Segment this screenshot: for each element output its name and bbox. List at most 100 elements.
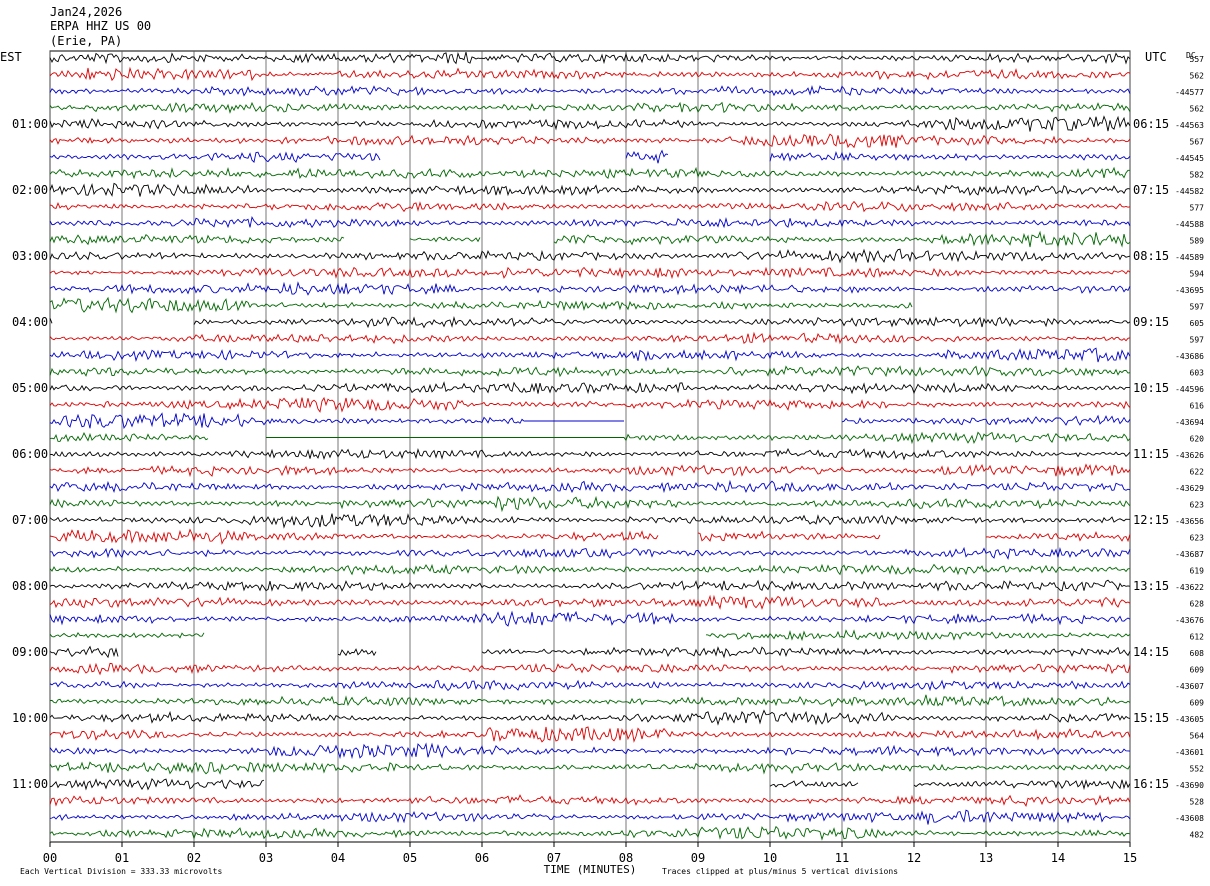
dc-offset-label: -43676 bbox=[1175, 616, 1204, 625]
trace-row-31 bbox=[49, 563, 1131, 576]
trace-row-28 bbox=[49, 513, 1130, 529]
dc-offset-label: -43607 bbox=[1175, 682, 1204, 691]
x-tick-label: 15 bbox=[1123, 851, 1137, 865]
dc-offset-label: 619 bbox=[1190, 567, 1205, 576]
trace-row-27 bbox=[49, 495, 1131, 513]
trace-row-23 bbox=[49, 431, 1131, 445]
trace-row-7 bbox=[49, 166, 1130, 180]
station-code: ERPA HHZ US 00 bbox=[50, 19, 152, 33]
trace-row-26 bbox=[49, 479, 1131, 494]
trace-row-35 bbox=[49, 629, 1131, 642]
trace-row-18 bbox=[49, 347, 1131, 363]
trace-row-43 bbox=[49, 761, 1131, 775]
trace-row-36 bbox=[49, 645, 1131, 659]
dc-offset-label: 623 bbox=[1190, 501, 1205, 510]
x-tick-label: 00 bbox=[43, 851, 57, 865]
x-tick-label: 12 bbox=[907, 851, 921, 865]
dc-offset-label: 609 bbox=[1190, 666, 1205, 675]
right-hour-label: 16:15 bbox=[1133, 777, 1169, 791]
dc-offset-label: 608 bbox=[1190, 649, 1205, 658]
left-hour-label: 10:00 bbox=[12, 711, 48, 725]
trace-row-42 bbox=[49, 742, 1131, 760]
dc-offset-label: -43605 bbox=[1175, 715, 1204, 724]
right-hour-label: 07:15 bbox=[1133, 183, 1169, 197]
dc-offset-label: -43626 bbox=[1175, 451, 1204, 460]
left-hour-label: 03:00 bbox=[12, 249, 48, 263]
trace-row-0 bbox=[49, 51, 1131, 65]
dc-offset-label: 557 bbox=[1190, 55, 1205, 64]
station-location: (Erie, PA) bbox=[50, 34, 123, 48]
trace-row-16 bbox=[49, 315, 1131, 329]
left-hour-label: 06:00 bbox=[12, 447, 48, 461]
dc-offset-label: 597 bbox=[1190, 303, 1205, 312]
right-hour-label: 11:15 bbox=[1133, 447, 1169, 461]
trace-row-11 bbox=[49, 230, 1131, 249]
left-timezone-label: EST bbox=[0, 50, 22, 64]
x-tick-label: 14 bbox=[1051, 851, 1065, 865]
trace-row-10 bbox=[49, 216, 1131, 229]
dc-offset-label: 567 bbox=[1190, 138, 1205, 147]
clip-note: Traces clipped at plus/minus 5 vertical … bbox=[662, 867, 898, 876]
trace-row-4 bbox=[49, 115, 1131, 132]
right-hour-label: 15:15 bbox=[1133, 711, 1169, 725]
dc-offset-label: -43687 bbox=[1175, 550, 1204, 559]
trace-row-25 bbox=[49, 463, 1131, 478]
trace-row-41 bbox=[49, 726, 1131, 743]
dc-offset-label: 589 bbox=[1190, 237, 1205, 246]
dc-offset-label: -43690 bbox=[1175, 781, 1204, 790]
dc-offset-label: -43601 bbox=[1175, 748, 1204, 757]
dc-offset-label: -43695 bbox=[1175, 286, 1204, 295]
dc-offset-label: -43656 bbox=[1175, 517, 1204, 526]
x-tick-label: 01 bbox=[115, 851, 129, 865]
plot-labels: 00 01 02 03 04 05 06 07 08 09 10 11 12 13 14 15 557 562 -4… bbox=[12, 55, 1204, 865]
right-hour-label: 09:15 bbox=[1133, 315, 1169, 329]
x-tick-label: 11 bbox=[835, 851, 849, 865]
trace-row-39 bbox=[49, 694, 1131, 708]
x-tick-label: 10 bbox=[763, 851, 777, 865]
dc-offset-label: 562 bbox=[1190, 105, 1205, 114]
trace-row-45 bbox=[49, 794, 1131, 808]
trace-row-5 bbox=[49, 133, 1131, 149]
dc-offset-label: 582 bbox=[1190, 171, 1205, 180]
trace-row-3 bbox=[49, 101, 1131, 114]
left-hour-label: 08:00 bbox=[12, 579, 48, 593]
seismic-traces bbox=[49, 51, 1131, 841]
trace-row-17 bbox=[49, 331, 1131, 345]
dc-offset-label: -43629 bbox=[1175, 484, 1204, 493]
trace-row-22 bbox=[49, 412, 1131, 430]
trace-row-40 bbox=[49, 709, 1131, 726]
dc-offset-label: -44577 bbox=[1175, 88, 1204, 97]
trace-row-44 bbox=[49, 777, 1131, 791]
x-tick-label: 02 bbox=[187, 851, 201, 865]
trace-row-14 bbox=[49, 281, 1131, 296]
trace-row-37 bbox=[49, 662, 1131, 676]
x-tick-label: 03 bbox=[259, 851, 273, 865]
dc-offset-label: -44596 bbox=[1175, 385, 1204, 394]
right-hour-label: 13:15 bbox=[1133, 579, 1169, 593]
trace-row-2 bbox=[49, 84, 1131, 97]
x-tick-label: 13 bbox=[979, 851, 993, 865]
dc-offset-label: -44545 bbox=[1175, 154, 1204, 163]
dc-offset-label: 552 bbox=[1190, 765, 1205, 774]
dc-offset-label: -43686 bbox=[1175, 352, 1204, 361]
x-tick-label: 06 bbox=[475, 851, 489, 865]
trace-row-6 bbox=[49, 149, 1131, 164]
left-hour-label: 02:00 bbox=[12, 183, 48, 197]
x-tick-label: 04 bbox=[331, 851, 345, 865]
left-hour-label: 01:00 bbox=[12, 117, 48, 131]
dc-offset-label: -44582 bbox=[1175, 187, 1204, 196]
dc-column-label: DC bbox=[1186, 51, 1196, 60]
trace-row-38 bbox=[49, 679, 1131, 692]
dc-offset-label: -43694 bbox=[1175, 418, 1204, 427]
trace-row-19 bbox=[49, 365, 1131, 378]
dc-offset-label: 564 bbox=[1190, 732, 1205, 741]
trace-row-47 bbox=[49, 825, 1131, 841]
dc-offset-label: 594 bbox=[1190, 270, 1205, 279]
dc-offset-label: 623 bbox=[1190, 534, 1205, 543]
trace-row-34 bbox=[49, 610, 1131, 627]
right-hour-label: 14:15 bbox=[1133, 645, 1169, 659]
trace-row-12 bbox=[49, 248, 1131, 264]
trace-row-46 bbox=[49, 809, 1131, 825]
trace-row-32 bbox=[49, 579, 1131, 593]
